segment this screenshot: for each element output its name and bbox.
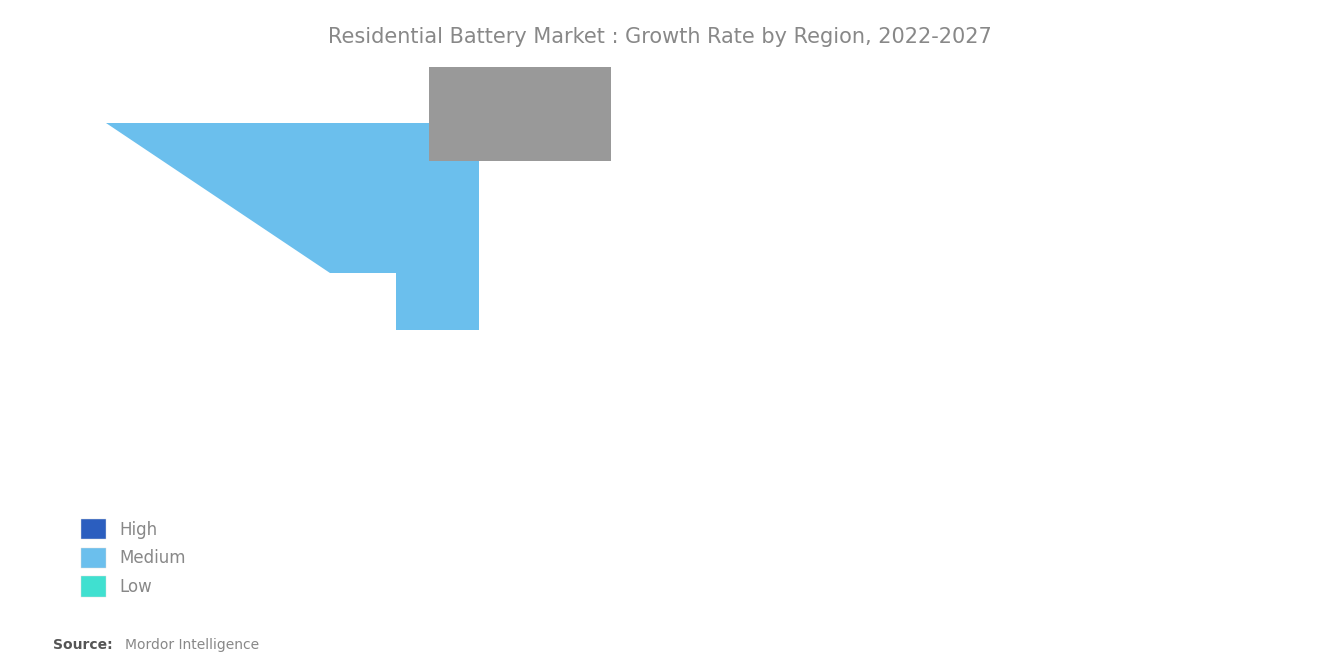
Legend: High, Medium, Low: High, Medium, Low (74, 513, 193, 603)
Polygon shape (106, 123, 478, 330)
Text: Mordor Intelligence: Mordor Intelligence (125, 638, 260, 652)
Text: Source:: Source: (53, 638, 112, 652)
Text: Residential Battery Market : Growth Rate by Region, 2022-2027: Residential Battery Market : Growth Rate… (329, 27, 991, 47)
Polygon shape (429, 66, 610, 160)
